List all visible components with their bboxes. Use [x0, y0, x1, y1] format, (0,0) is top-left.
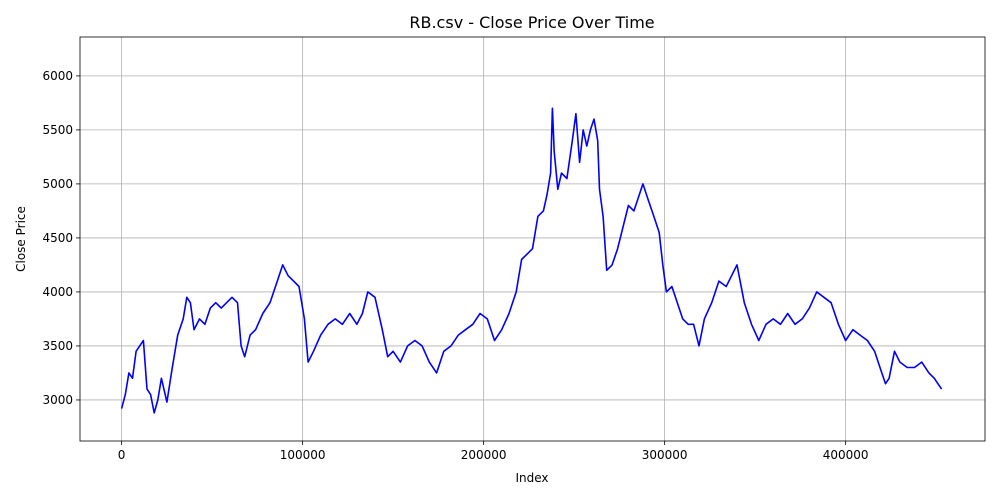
y-tick-label: 3500: [42, 339, 73, 353]
y-tick-label: 5000: [42, 177, 73, 191]
x-tick-label: 100000: [280, 448, 326, 462]
x-axis-label: Index: [515, 471, 548, 485]
chart-title: RB.csv - Close Price Over Time: [409, 13, 654, 32]
y-tick-label: 4500: [42, 231, 73, 245]
plot-area: [120, 107, 943, 414]
x-tick-label: 400000: [823, 448, 869, 462]
x-tick-label: 300000: [642, 448, 688, 462]
y-tick-label: 6000: [42, 69, 73, 83]
y-axis: 3000 3500 4000 4500 5000 5500 6000: [42, 69, 80, 407]
y-tick-label: 4000: [42, 285, 73, 299]
y-tick-label: 5500: [42, 123, 73, 137]
y-tick-label: 3000: [42, 393, 73, 407]
x-tick-label: 0: [118, 448, 126, 462]
x-axis: 0 100000 200000 300000 400000: [118, 441, 869, 462]
x-tick-label: 200000: [461, 448, 507, 462]
y-axis-label: Close Price: [14, 206, 28, 272]
plot-frame: [79, 36, 986, 442]
grid: [80, 37, 985, 441]
close-price-line: [120, 107, 943, 414]
